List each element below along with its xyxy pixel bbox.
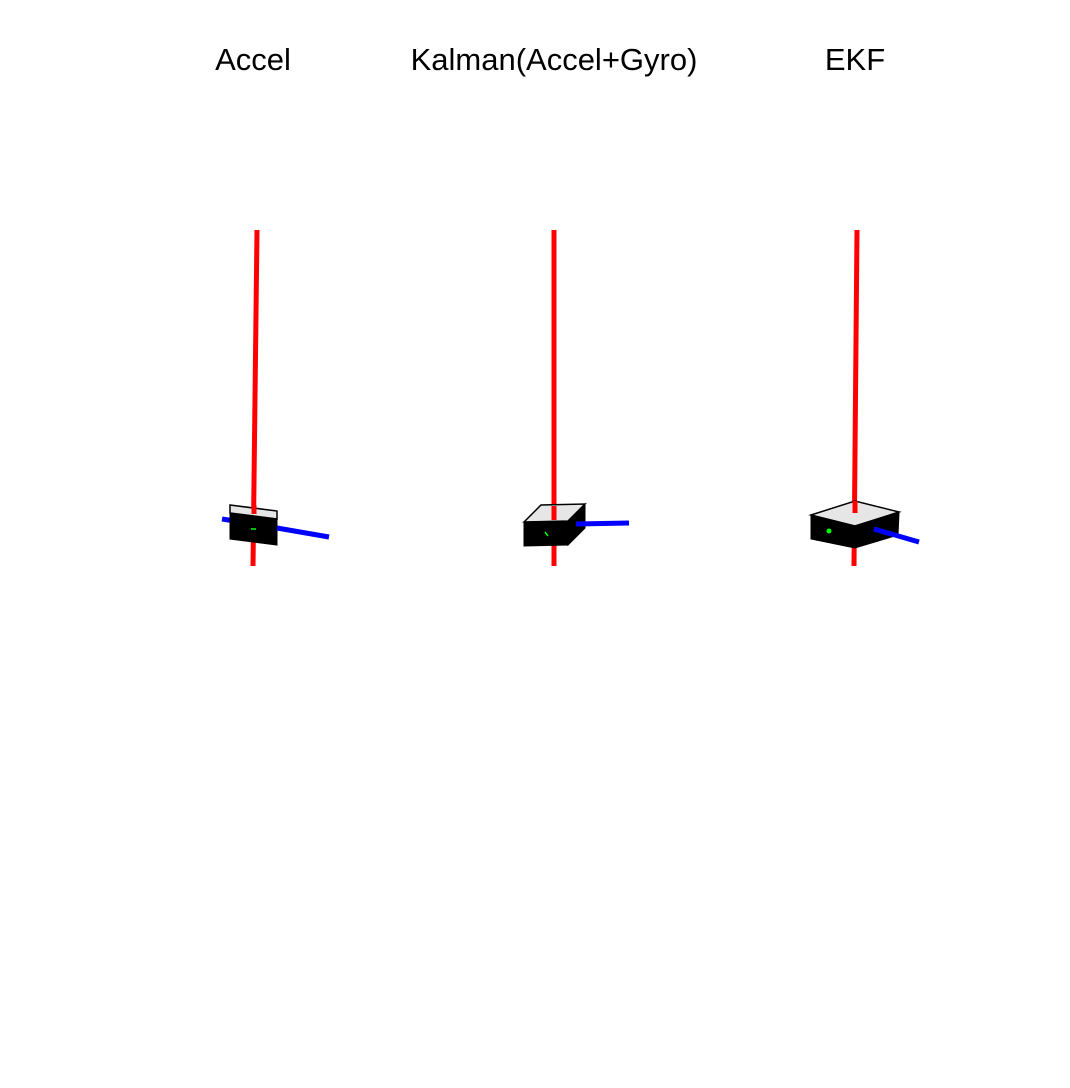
- axis-horizontal-accel: [276, 525, 330, 540]
- axis-horizontal-kalman: [575, 520, 630, 527]
- view-kalman: Kalman(Accel+Gyro): [411, 42, 698, 566]
- view-ekf: EKF: [808, 42, 920, 567]
- view-title-ekf: EKF: [825, 42, 885, 77]
- view-title-kalman: Kalman(Accel+Gyro): [411, 42, 698, 77]
- view-title-accel: Accel: [215, 42, 291, 77]
- box-marker-ekf: [826, 528, 832, 534]
- box-marker-kalman: [544, 531, 549, 537]
- view-accel: Accel: [215, 42, 330, 567]
- axis-horizontal-ekf: [873, 526, 920, 545]
